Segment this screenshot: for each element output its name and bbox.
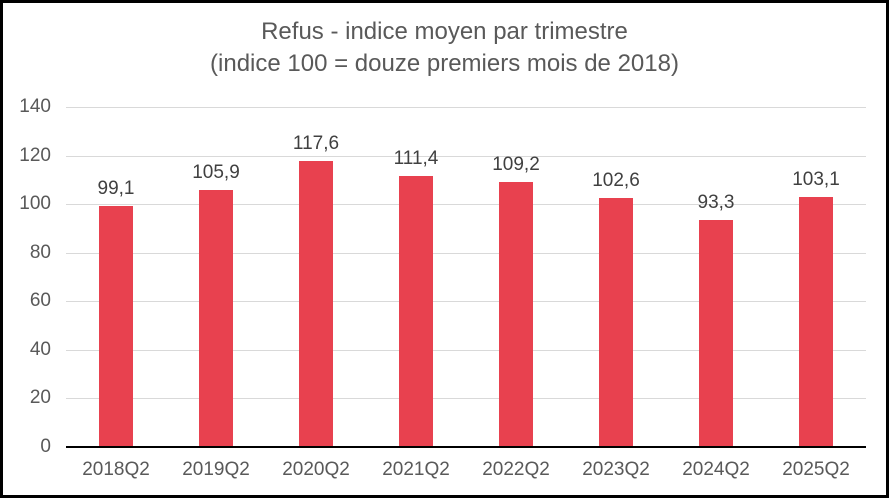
bar-2019Q2 xyxy=(199,189,233,447)
y-axis-tick-label: 140 xyxy=(19,96,51,117)
x-axis-tick-label-2020Q2: 2020Q2 xyxy=(282,459,350,480)
x-axis-tick-label-2024Q2: 2024Q2 xyxy=(682,459,750,480)
data-label-2022Q2: 109,2 xyxy=(492,153,540,175)
y-axis-tick-label: 100 xyxy=(19,193,51,215)
gridline-y-40 xyxy=(66,349,866,351)
bar-2018Q2 xyxy=(99,206,133,447)
y-axis-tick-label: 80 xyxy=(29,241,51,263)
gridline-y-80 xyxy=(66,252,866,254)
data-label-2024Q2: 93,3 xyxy=(697,192,735,214)
bar-2021Q2 xyxy=(399,176,433,447)
x-axis-tick-label-2018Q2: 2018Q2 xyxy=(82,459,150,480)
x-axis-tick-label-2022Q2: 2022Q2 xyxy=(482,459,550,480)
x-axis-tick-label-2025Q2: 2025Q2 xyxy=(782,459,850,480)
gridline-y-20 xyxy=(66,398,866,400)
x-axis-tick-label-2019Q2: 2019Q2 xyxy=(182,459,250,480)
data-label-2025Q2: 103,1 xyxy=(792,168,840,190)
y-axis-tick-label: 0 xyxy=(40,436,51,457)
y-axis-tick-label: 20 xyxy=(29,387,51,409)
bar-2020Q2 xyxy=(299,161,333,447)
x-axis-line xyxy=(66,446,866,448)
chart-title-line-1: Refus - indice moyen par trimestre xyxy=(261,18,628,45)
chart-title-line-2: (indice 100 = douze premiers mois de 201… xyxy=(210,50,679,77)
data-label-2019Q2: 105,9 xyxy=(192,161,240,183)
plot-area: 0 20 40 60 80 100 120 140 99,1 2018Q2 105,9 2019Q2 1… xyxy=(19,96,866,480)
gridline-y-140 xyxy=(66,107,866,108)
data-label-2020Q2: 117,6 xyxy=(292,133,340,155)
gridline-y-60 xyxy=(66,301,866,303)
data-label-2018Q2: 99,1 xyxy=(97,178,135,200)
y-axis-tick-label: 40 xyxy=(29,338,51,360)
gridline-y-100 xyxy=(66,204,866,206)
data-label-2023Q2: 102,6 xyxy=(592,169,640,191)
x-axis-tick-label-2023Q2: 2023Q2 xyxy=(582,459,650,480)
bar-2024Q2 xyxy=(699,220,733,447)
x-axis-tick-label-2021Q2: 2021Q2 xyxy=(382,459,450,480)
y-axis-tick-label: 120 xyxy=(19,144,51,166)
data-label-2021Q2: 111,4 xyxy=(393,148,439,170)
y-axis-tick-label: 60 xyxy=(29,290,51,312)
bar-2022Q2 xyxy=(499,181,533,447)
gridline-y-120 xyxy=(66,155,866,157)
chart-title: Refus - indice moyen par trimestre (indi… xyxy=(3,16,886,80)
bar-2025Q2 xyxy=(799,196,833,447)
bar-2023Q2 xyxy=(599,197,633,447)
